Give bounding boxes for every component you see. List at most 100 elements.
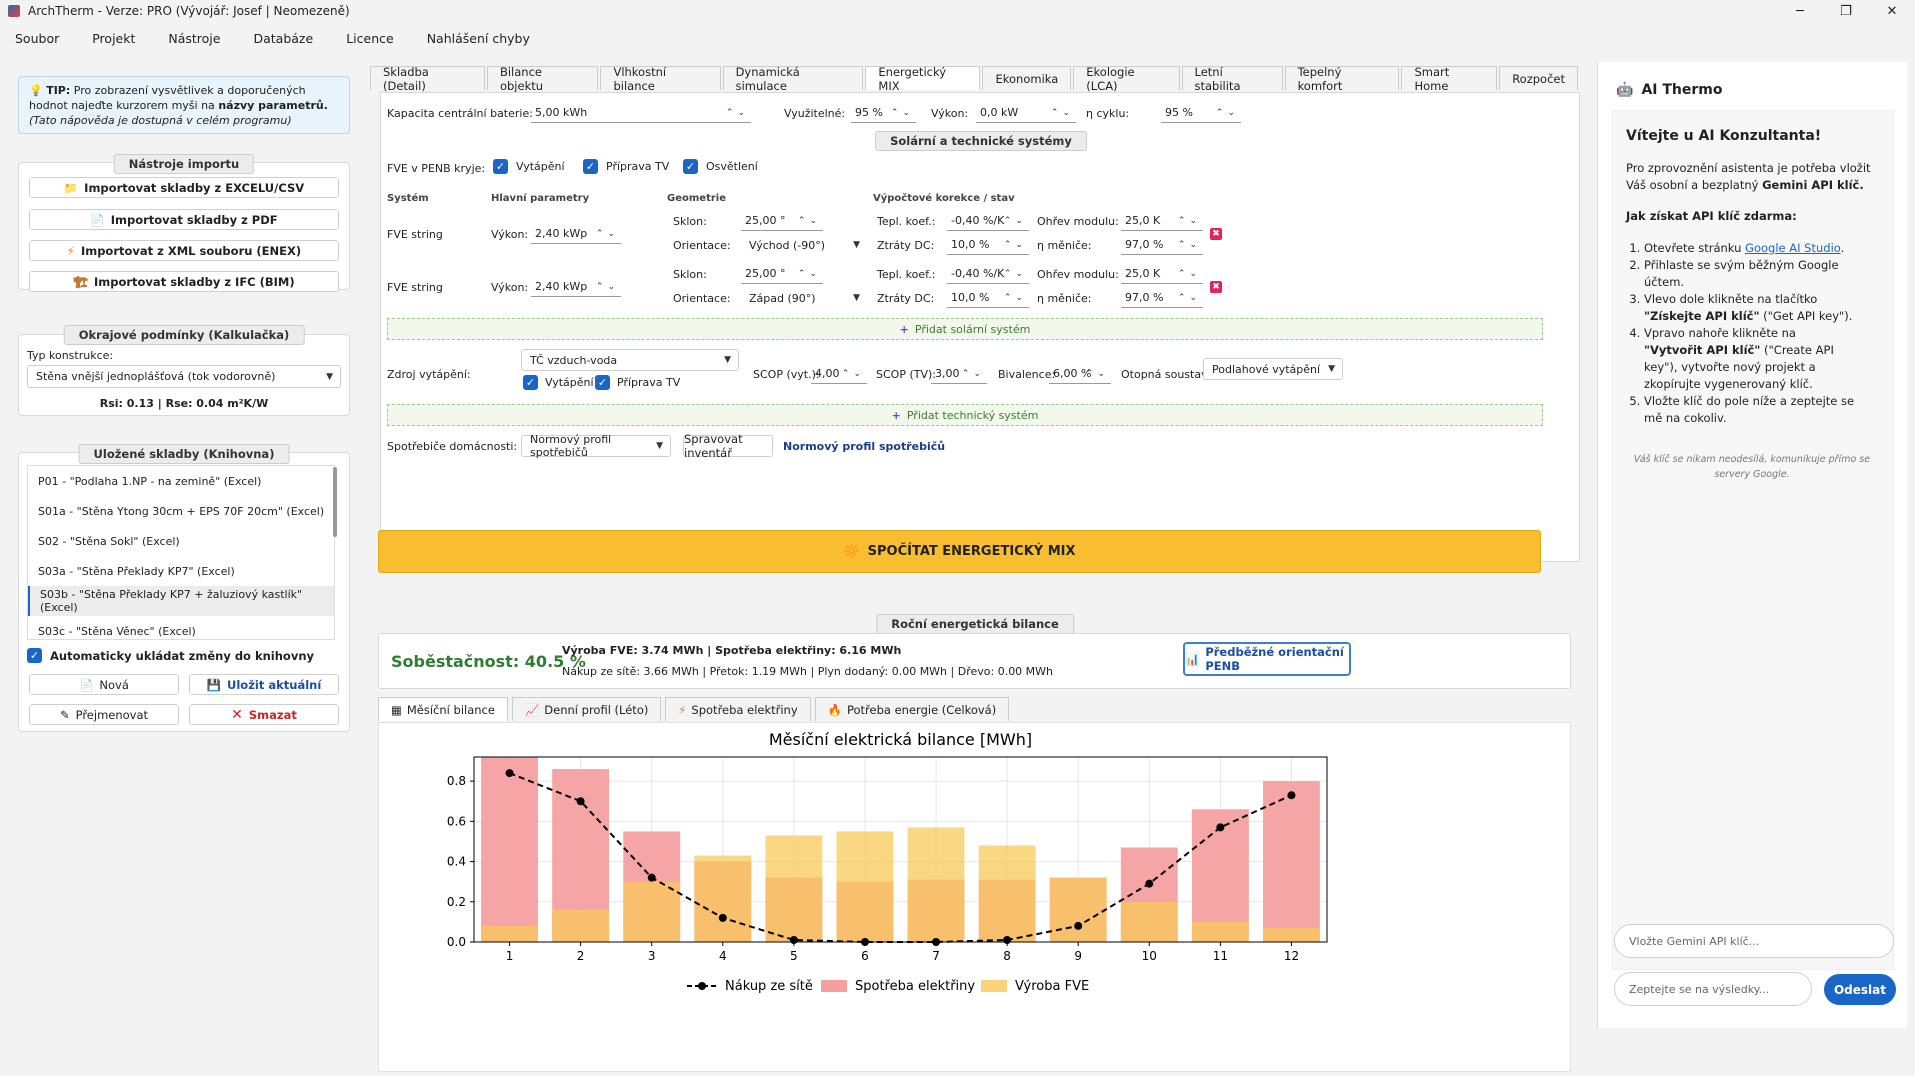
scop-tv-spin[interactable]: 3,00 ⌃⌄ [931,364,987,384]
google-ai-studio-link[interactable]: Google AI Studio [1745,241,1841,255]
orient-label: Orientace: [673,292,731,305]
tab-energeticky-mix[interactable]: Energetický MIX [865,65,981,93]
maximize-button[interactable]: ❐ [1840,3,1852,19]
import-excel-button[interactable]: 📁 Importovat skladby z EXCELU/CSV [29,177,339,198]
tk-spin[interactable]: -0,40 %/K ⌃⌄ [947,264,1029,284]
usable-spin[interactable]: 95 % ⌃⌄ [851,103,916,123]
import-pdf-button[interactable]: 📄 Importovat skladby z PDF [29,209,339,230]
menu-nastroje[interactable]: Nástroje [168,30,221,46]
add-tech-button[interactable]: + Přidat technický systém [387,404,1543,426]
tilt-spin[interactable]: 25,00 ° ⌃⌄ [741,211,823,231]
tab-vlhkost[interactable]: Vlhkostní bilance [600,65,721,93]
list-scrollbar[interactable] [333,467,337,537]
library-item-selected[interactable]: S03b - "Stěna Překlady KP7 + žaluziový k… [28,586,334,616]
import-xml-button[interactable]: ⚡ Importovat z XML souboru (ENEX) [29,240,339,261]
penb-button[interactable]: 📊 Předběžné orientační PENB [1183,642,1351,676]
tilt-spin[interactable]: 25,00 ° ⌃⌄ [741,264,823,284]
inv-spin[interactable]: 97,0 % ⌃⌄ [1121,235,1203,255]
import-header: Nástroje importu [113,154,255,174]
app-logo [8,5,20,17]
bivalence-spin[interactable]: 6,00 % ⌃⌄ [1049,364,1111,384]
library-item[interactable]: S03a - "Stěna Překlady KP7" (Excel) [38,564,235,578]
spin-arrows-icon: ⌃⌄ [890,107,914,118]
string-power-label: Výkon: [491,228,529,241]
autosave-toggle[interactable]: ✓ Automaticky ukládat změny do knihovny [27,648,314,663]
loss-spin[interactable]: 10,0 % ⌃⌄ [947,288,1029,308]
monthly-balance-chart: Měsíční elektrická bilance [MWh] 0.0 0.2 0.… [447,730,1328,994]
inv-spin[interactable]: 97,0 % ⌃⌄ [1121,288,1203,308]
battery-capacity-spin[interactable]: 5,00 kWh ⌃⌄ [531,103,751,123]
api-key-input[interactable]: Vložte Gemini API klíč... [1614,924,1894,958]
scop-spin[interactable]: 4,00 ⌃⌄ [811,364,867,384]
library-item[interactable]: S01a - "Stěna Ytong 30cm + EPS 70F 20cm"… [38,504,325,518]
menu-nahlaseni-chyby[interactable]: Nahlášení chyby [426,30,530,46]
send-button[interactable]: Odeslat [1824,974,1896,1005]
chart-tab-monthly[interactable]: ▦ Měsíční bilance [378,697,508,721]
heating-system-select[interactable]: Podlahové vytápění ▼ [1203,358,1343,380]
tab-dynamicka[interactable]: Dynamická simulace [722,65,864,93]
col-geometry: Geometrie [667,193,726,204]
orientation-select[interactable]: Východ (-90°) ▼ [741,234,867,256]
close-button[interactable]: ✕ [1886,3,1898,19]
eta-spin[interactable]: 95 % ⌃⌄ [1161,103,1241,123]
library-item[interactable]: P01 - "Podlaha 1.NP - na zemině" (Excel) [38,474,262,488]
rename-button[interactable]: ✎ Přejmenovat [29,704,179,725]
tab-smart-home[interactable]: Smart Home [1401,65,1498,93]
tab-skladba[interactable]: Skladba (Detail) [370,65,485,93]
covers-dhw[interactable]: ✓ Příprava TV [583,159,669,174]
manage-inventory-button[interactable]: Spravovat inventář [683,432,773,460]
tab-bilance[interactable]: Bilance objektu [486,65,599,93]
delete-label: Smazat [248,707,297,722]
usable-value: 95 % [855,106,883,119]
string-power-spin[interactable]: 2,40 kWp ⌃⌄ [531,277,621,297]
heat-spin[interactable]: 25,0 K ⌃⌄ [1121,264,1203,284]
menu-soubor[interactable]: Soubor [15,30,60,46]
question-input[interactable]: Zeptejte se na výsledky... [1614,972,1812,1006]
covers-lighting[interactable]: ✓ Osvětlení [683,159,758,174]
covers-dhw-label: Příprava TV [606,160,670,173]
library-item[interactable]: S02 - "Stěna Sokl" (Excel) [38,534,180,548]
battery-power-spin[interactable]: 0,0 kW ⌃⌄ [976,103,1076,123]
chart-tab-consumption[interactable]: ⚡ Spotřeba elektřiny [665,697,811,721]
string-power-spin[interactable]: 2,40 kWp ⌃⌄ [531,224,621,244]
chevron-down-icon: ▼ [724,355,731,365]
covers-heating[interactable]: ✓ Vytápění [493,159,565,174]
x-tick-label: 8 [1003,949,1011,963]
library-item[interactable]: S03c - "Stěna Věnec" (Excel) [38,624,196,638]
menu-projekt[interactable]: Projekt [92,30,136,46]
tab-ekonomika[interactable]: Ekonomika [982,66,1072,90]
calculate-energy-mix-button[interactable]: 🔆 SPOČÍTAT ENERGETICKÝ MIX [378,530,1541,573]
menu-databaze[interactable]: Databáze [253,30,314,46]
delete-button[interactable]: ✕ Smazat [189,704,339,725]
orientation-select[interactable]: Západ (90°) ▼ [741,287,867,309]
tab-rozpocet[interactable]: Rozpočet [1499,66,1578,90]
new-button[interactable]: 📄 Nová [29,674,179,695]
dhw-cb-label: Příprava TV [617,376,681,389]
loss-spin[interactable]: 10,0 % ⌃⌄ [947,235,1029,255]
remove-string-button[interactable]: ✖ [1210,228,1222,240]
import-ifc-button[interactable]: 🏗 Importovat skladby z IFC (BIM) [29,271,339,292]
tab-letni-stabilita[interactable]: Letní stabilita [1181,65,1283,93]
minimize-button[interactable]: ─ [1796,3,1804,19]
heating-cb[interactable]: ✓ Vytápění [523,375,594,390]
add-solar-button[interactable]: + Přidat solární systém [387,318,1543,340]
construction-type-value: Stěna vnější jednoplášťová (tok vodorovn… [36,370,276,383]
orient-label: Orientace: [673,239,731,252]
dhw-cb[interactable]: ✓ Příprava TV [595,375,680,390]
save-current-button[interactable]: 💾 Uložit aktuální [189,674,339,695]
appliances-profile-link[interactable]: Normový profil spotřebičů [783,440,946,453]
chart-tab-daily[interactable]: 📈 Denní profil (Léto) [511,697,662,721]
ai-step-4-text: Vpravo nahoře klikněte na [1644,326,1796,340]
tab-tepelny-komfort[interactable]: Tepelný komfort [1284,65,1400,93]
menu-licence[interactable]: Licence [346,30,394,46]
chart-tab-total[interactable]: 🔥 Potřeba energie (Celková) [814,697,1010,721]
remove-string-button[interactable]: ✖ [1210,281,1222,293]
appliances-select[interactable]: Normový profil spotřebičů ▼ [521,433,671,459]
heat-spin[interactable]: 25,0 K ⌃⌄ [1121,211,1203,231]
heating-source-select[interactable]: TČ vzduch-voda ▼ [521,349,739,371]
tk-spin[interactable]: -0,40 %/K ⌃⌄ [947,211,1029,231]
construction-type-select[interactable]: Stěna vnější jednoplášťová (tok vodorovn… [27,365,341,388]
spin-arrows-icon: ⌃⌄ [1003,239,1027,250]
tab-ekologie[interactable]: Ekologie (LCA) [1073,65,1180,93]
library-list[interactable]: P01 - "Podlaha 1.NP - na zemině" (Excel)… [27,465,335,640]
